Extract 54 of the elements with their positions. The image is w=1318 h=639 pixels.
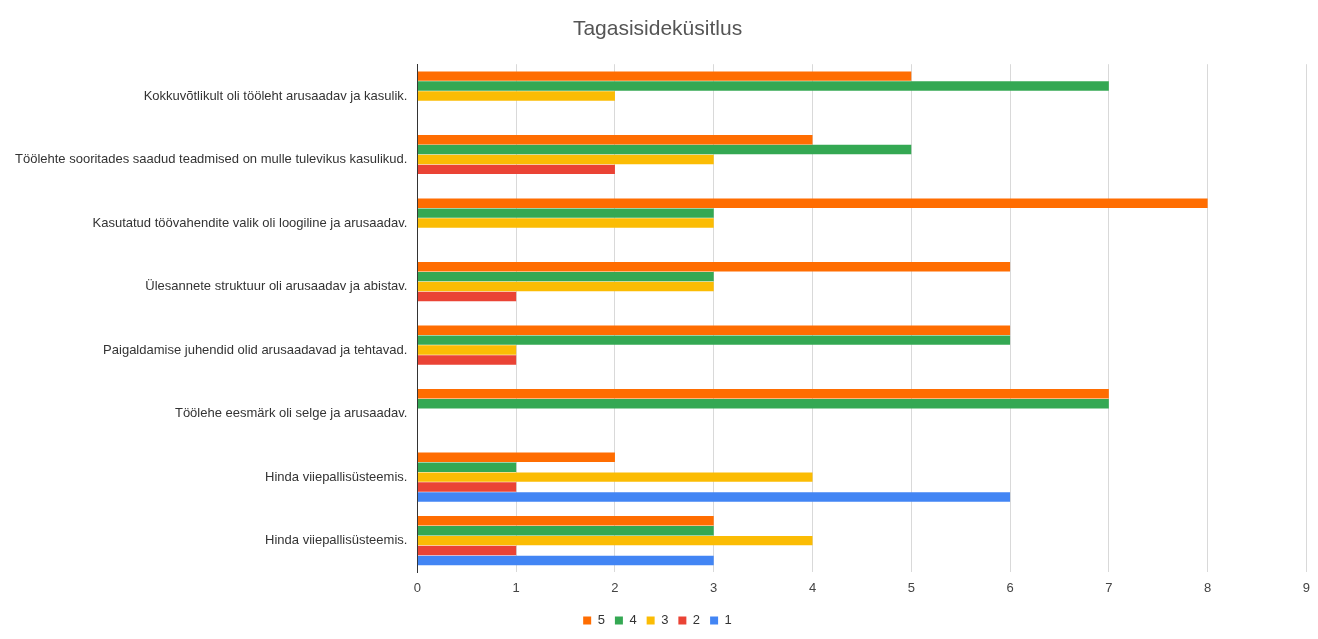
bar — [417, 526, 714, 536]
bar — [417, 335, 1011, 345]
legend-label: 5 — [597, 612, 605, 628]
y-tick-label: Hinda viiepallisüsteemis. — [265, 468, 408, 484]
x-tick-label: 3 — [710, 579, 718, 595]
legend-label: 4 — [629, 612, 637, 628]
y-tick-label: Ülesannete struktuur oli arusaadav ja abistav. — [145, 278, 408, 294]
bar — [417, 198, 1208, 208]
y-tick-label: Töölehte sooritades saadud teadmised on mulle tulevikus kasulikud. — [14, 151, 408, 167]
bar — [417, 398, 1109, 409]
bar — [417, 555, 714, 566]
x-tick-label: 1 — [512, 579, 520, 595]
y-tick-label: Kokkuvõtlikult oli tööleht arusaadav ja kasulik. — [143, 87, 408, 103]
x-tick-label: 2 — [611, 579, 619, 595]
bar — [417, 345, 517, 355]
bar — [417, 545, 517, 556]
bar — [417, 218, 714, 228]
bar — [417, 452, 615, 462]
bar — [417, 389, 1109, 399]
bar — [417, 134, 813, 145]
y-tick-label: Paigaldamise juhendid olid arusaadavad ja tehtavad. — [103, 341, 408, 357]
legend-label: 1 — [724, 612, 732, 628]
x-tick-label: 8 — [1203, 579, 1212, 595]
x-tick-label: 9 — [1302, 579, 1310, 595]
bar — [417, 516, 714, 526]
bar — [417, 535, 813, 546]
x-tick-label: 0 — [413, 579, 422, 595]
bar — [417, 291, 517, 302]
bar — [417, 262, 1011, 272]
bar — [417, 472, 813, 482]
bar — [417, 91, 615, 101]
bar — [417, 71, 912, 81]
bar — [417, 492, 1011, 502]
bar — [417, 355, 517, 365]
bar — [417, 81, 1109, 91]
bar — [417, 325, 1011, 335]
legend-label: 3 — [661, 612, 669, 628]
x-tick-label: 7 — [1105, 579, 1113, 595]
bar — [417, 271, 714, 282]
bar — [417, 462, 517, 472]
chart-title: Tagasisideküsitlus — [572, 16, 743, 40]
bar — [417, 164, 615, 175]
y-tick-label: Hinda viiepallisüsteemis. — [265, 532, 408, 548]
bar — [417, 154, 714, 165]
y-tick-label: Kasutatud töövahendite valik oli loogiline ja arusaadav. — [92, 214, 408, 230]
bar — [417, 281, 714, 292]
x-tick-label: 4 — [808, 579, 817, 595]
bar — [417, 208, 714, 218]
y-tick-label: Töölehe eesmärk oli selge ja arusaadav. — [174, 405, 408, 421]
bar — [417, 144, 912, 155]
legend-label: 2 — [692, 612, 701, 628]
x-tick-label: 6 — [1006, 579, 1014, 595]
x-tick-label: 5 — [907, 579, 915, 595]
bar — [417, 482, 517, 492]
